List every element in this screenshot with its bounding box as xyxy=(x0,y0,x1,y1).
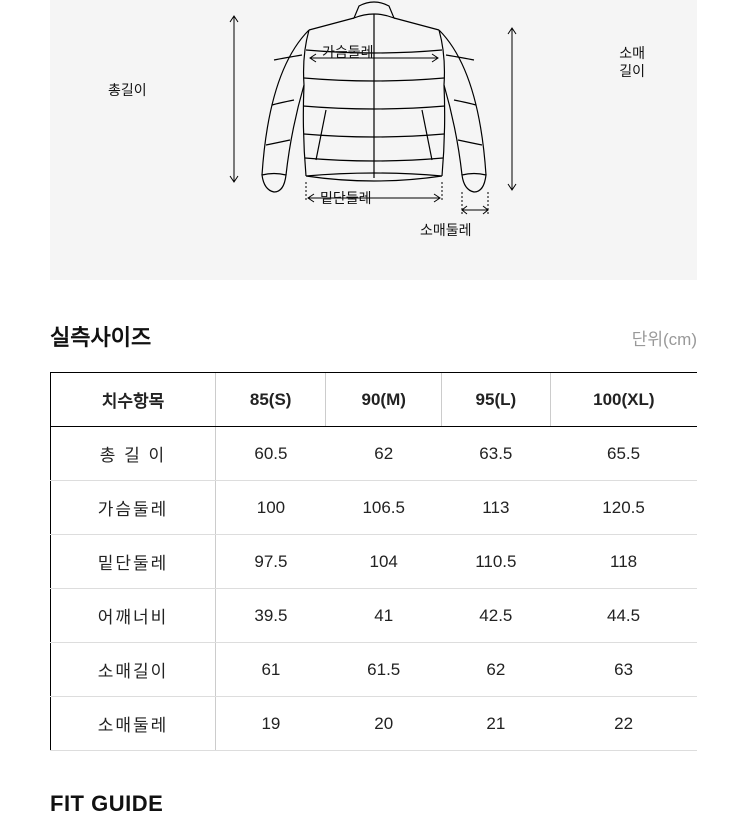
cell: 42.5 xyxy=(442,589,551,643)
cell: 113 xyxy=(442,481,551,535)
cell: 61.5 xyxy=(326,643,442,697)
cell: 97.5 xyxy=(215,535,325,589)
cell: 19 xyxy=(215,697,325,751)
cell: 60.5 xyxy=(215,427,325,481)
header-col: 85(S) xyxy=(215,373,325,427)
header-col: 100(XL) xyxy=(550,373,697,427)
cell: 106.5 xyxy=(326,481,442,535)
table-row: 어깨너비39.54142.544.5 xyxy=(51,589,698,643)
cell: 120.5 xyxy=(550,481,697,535)
size-table: 치수항목 85(S) 90(M) 95(L) 100(XL) 총 길 이60.5… xyxy=(50,372,697,751)
row-label: 총 길 이 xyxy=(51,427,216,481)
table-row: 밑단둘레97.5104110.5118 xyxy=(51,535,698,589)
row-label: 소매길이 xyxy=(51,643,216,697)
size-section-header: 실측사이즈 단위(cm) xyxy=(50,320,697,352)
row-label: 소매둘레 xyxy=(51,697,216,751)
table-header-row: 치수항목 85(S) 90(M) 95(L) 100(XL) xyxy=(51,373,698,427)
label-sleeve-hem: 소매둘레 xyxy=(420,220,472,240)
label-total-length: 총길이 xyxy=(108,80,147,100)
header-col: 95(L) xyxy=(442,373,551,427)
cell: 41 xyxy=(326,589,442,643)
label-sleeve-length: 소매 길이 xyxy=(619,44,645,80)
size-section-title: 실측사이즈 xyxy=(50,320,151,352)
table-row: 소매둘레19202122 xyxy=(51,697,698,751)
row-label: 밑단둘레 xyxy=(51,535,216,589)
cell: 62 xyxy=(326,427,442,481)
label-hem: 밑단둘레 xyxy=(320,188,372,208)
cell: 20 xyxy=(326,697,442,751)
table-row: 총 길 이60.56263.565.5 xyxy=(51,427,698,481)
fit-guide-title: FIT GUIDE xyxy=(50,791,697,817)
cell: 100 xyxy=(215,481,325,535)
cell: 61 xyxy=(215,643,325,697)
cell: 44.5 xyxy=(550,589,697,643)
cell: 21 xyxy=(442,697,551,751)
cell: 62 xyxy=(442,643,551,697)
row-label: 가슴둘레 xyxy=(51,481,216,535)
cell: 22 xyxy=(550,697,697,751)
label-chest: 가슴둘레 xyxy=(322,42,374,62)
cell: 63.5 xyxy=(442,427,551,481)
header-label: 치수항목 xyxy=(51,373,216,427)
cell: 118 xyxy=(550,535,697,589)
table-row: 소매길이6161.56263 xyxy=(51,643,698,697)
size-unit: 단위(cm) xyxy=(632,325,697,350)
cell: 39.5 xyxy=(215,589,325,643)
size-table-body: 총 길 이60.56263.565.5 가슴둘레100106.5113120.5… xyxy=(51,427,698,751)
header-col: 90(M) xyxy=(326,373,442,427)
cell: 104 xyxy=(326,535,442,589)
table-row: 가슴둘레100106.5113120.5 xyxy=(51,481,698,535)
cell: 63 xyxy=(550,643,697,697)
jacket-diagram-panel: 총길이 가슴둘레 소매 길이 밑단둘레 소매둘레 xyxy=(50,0,697,280)
jacket-diagram-svg xyxy=(194,0,554,250)
cell: 110.5 xyxy=(442,535,551,589)
row-label: 어깨너비 xyxy=(51,589,216,643)
cell: 65.5 xyxy=(550,427,697,481)
